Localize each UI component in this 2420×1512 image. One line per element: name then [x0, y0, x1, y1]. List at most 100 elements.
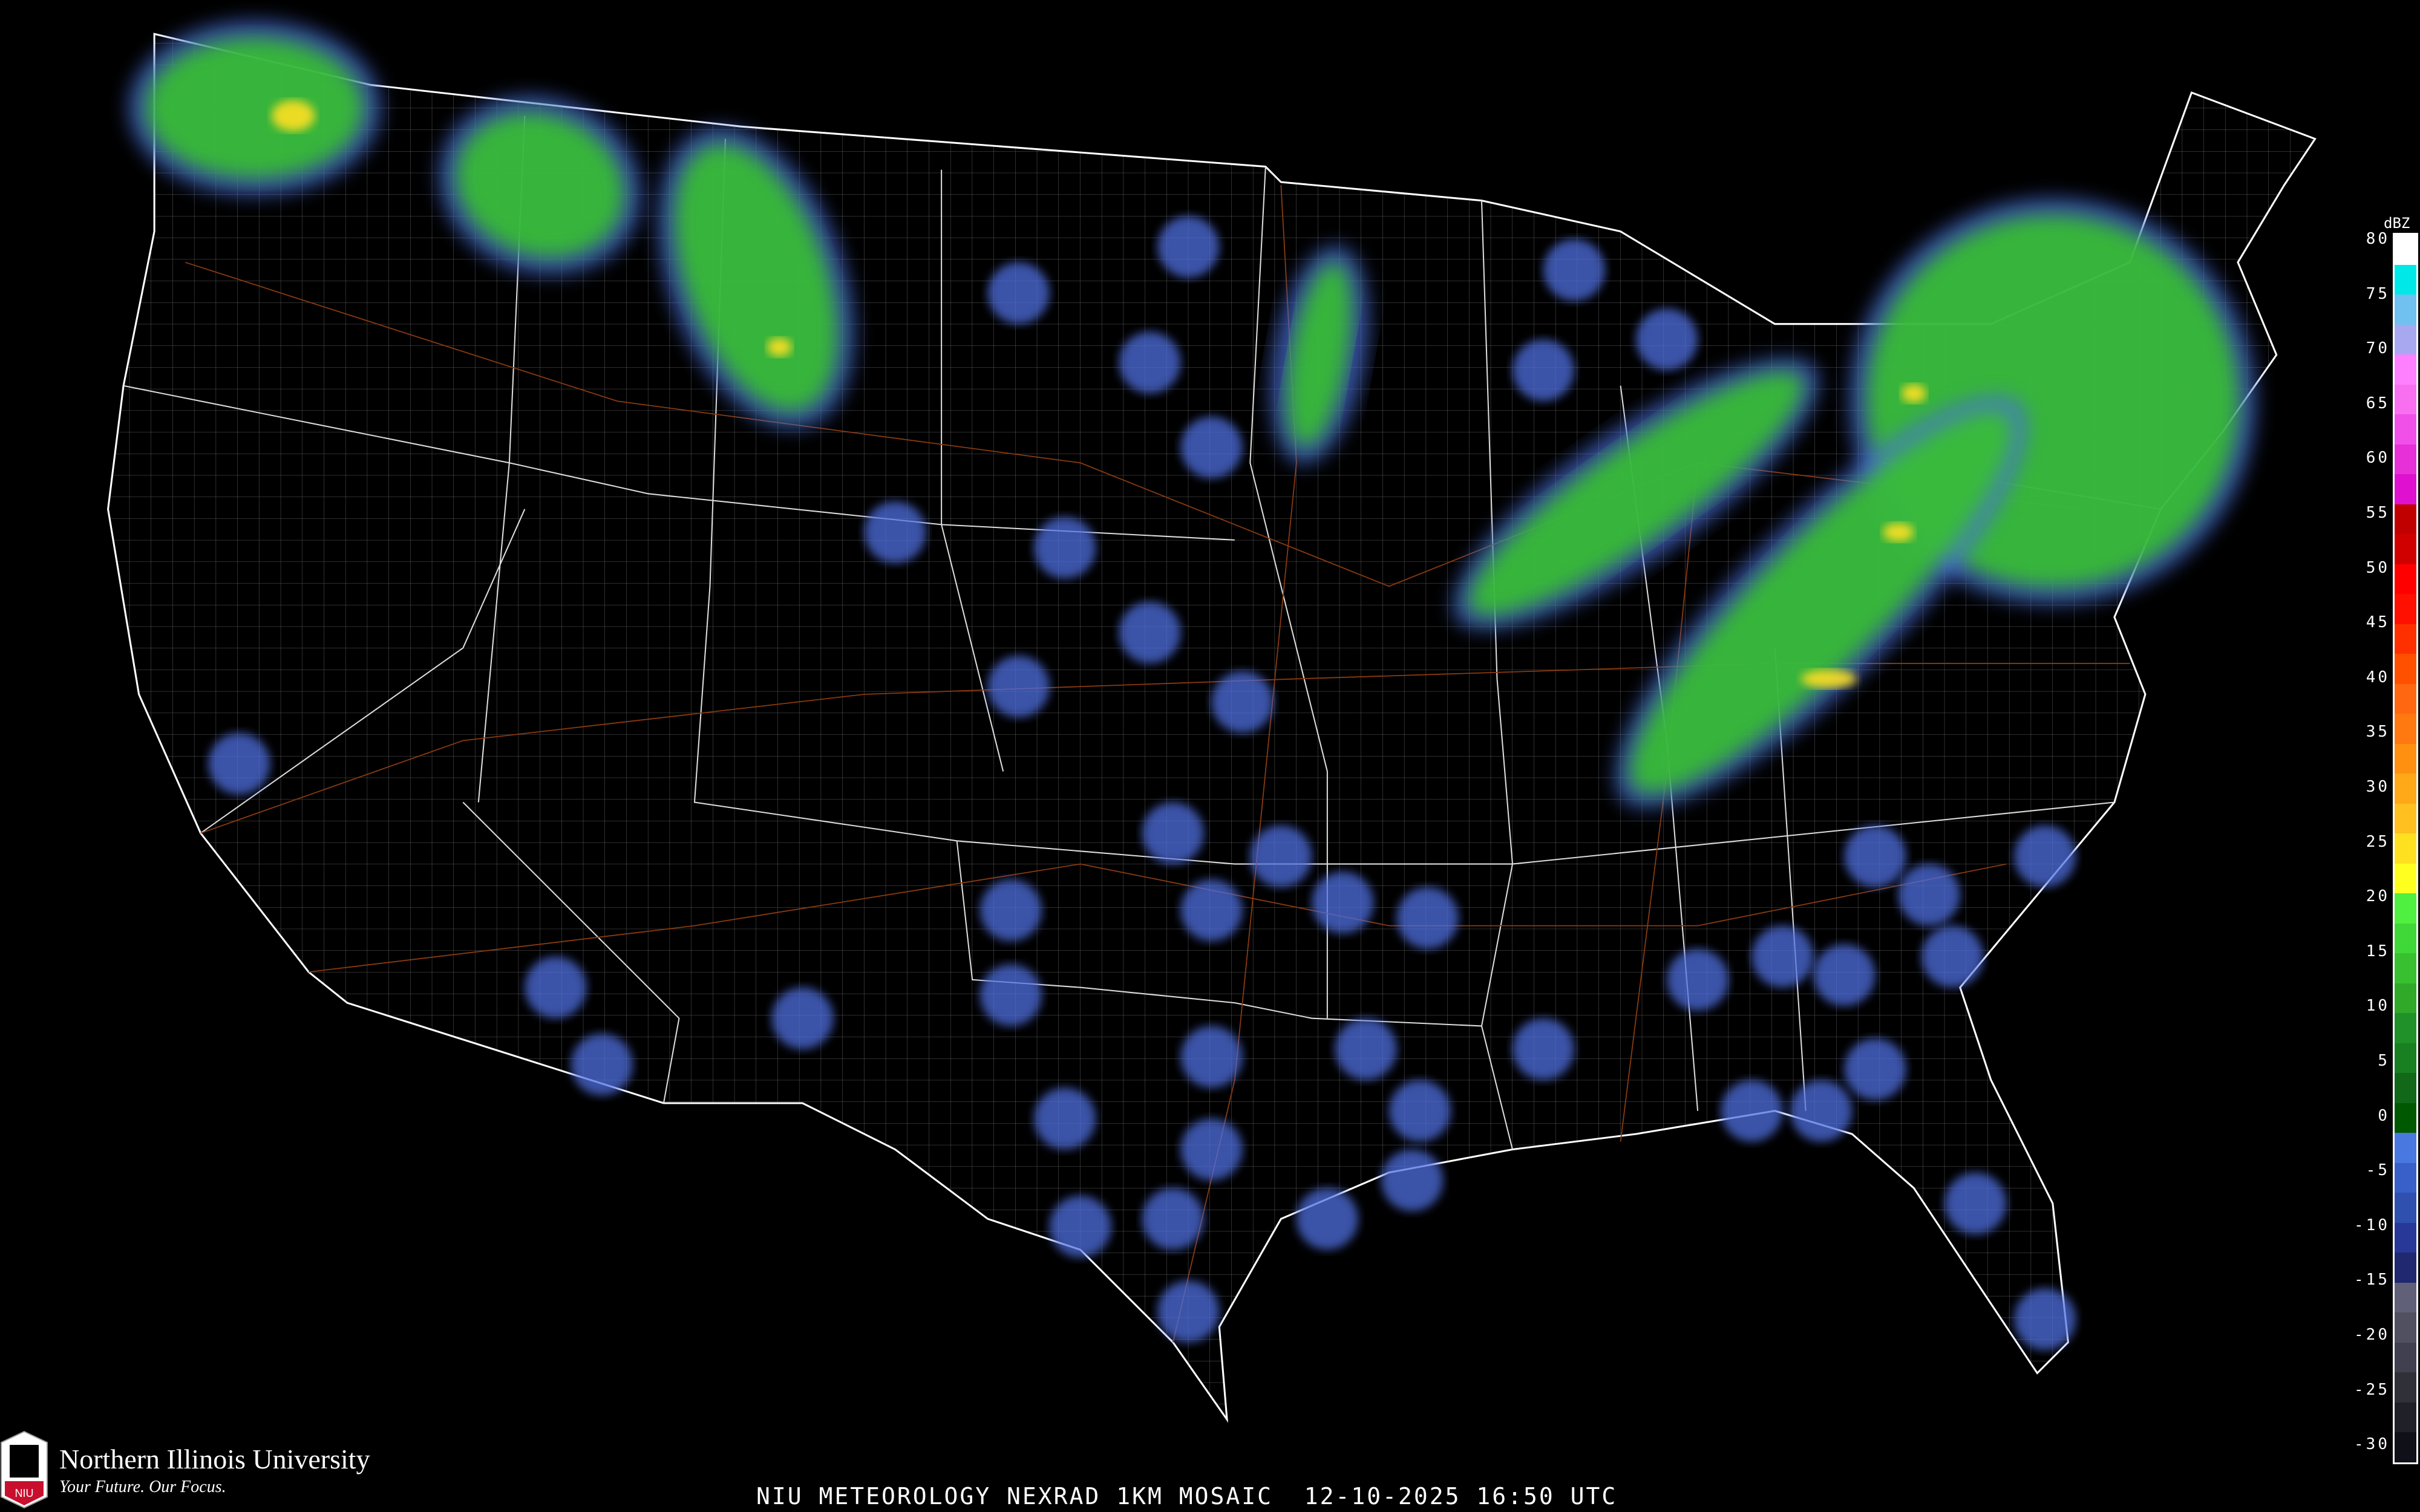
radar-echo: [1901, 384, 1926, 403]
radar-echo: [1049, 1196, 1111, 1258]
legend-tick: 50: [2366, 558, 2390, 577]
legend-band: [2395, 1222, 2416, 1253]
radar-echo: [1335, 1018, 1397, 1080]
radar-echo: [457, 114, 624, 257]
legend-band: [2395, 743, 2416, 774]
legend-tick: 10: [2366, 997, 2390, 1015]
radar-echo: [1180, 1118, 1243, 1181]
legend-tick: 55: [2366, 504, 2390, 522]
legend-band: [2395, 384, 2416, 414]
legend-tick: 5: [2378, 1052, 2390, 1070]
legend-band: [2395, 893, 2416, 924]
radar-echo: [1543, 239, 1606, 301]
legend-tick: 60: [2366, 449, 2390, 468]
radar-echoes: [128, 20, 2257, 1351]
legend-unit: dBZ: [2384, 215, 2410, 232]
radar-echo: [1512, 1018, 1575, 1080]
radar-echo: [571, 1034, 633, 1096]
legend-band: [2395, 564, 2416, 594]
legend-tick: -20: [2354, 1326, 2390, 1344]
radar-echo: [1119, 331, 1181, 394]
radar-echo: [1396, 887, 1459, 949]
legend-band: [2395, 1402, 2416, 1432]
legend-band: [2395, 1043, 2416, 1073]
legend-band: [2395, 295, 2416, 325]
radar-echo: [1388, 1080, 1451, 1142]
legend-band: [2395, 833, 2416, 864]
legend-band: [2395, 1253, 2416, 1283]
legend-tick: 45: [2366, 613, 2390, 632]
legend-band: [2395, 714, 2416, 744]
legend-tick: 15: [2366, 942, 2390, 960]
legend-tick: 0: [2378, 1106, 2390, 1125]
radar-echo: [1142, 1188, 1204, 1250]
radar-echo: [979, 964, 1042, 1026]
legend-tick: -5: [2366, 1161, 2390, 1180]
radar-echo: [1287, 263, 1352, 446]
radar-echo: [987, 262, 1050, 324]
legend-band: [2395, 953, 2416, 983]
radar-echo: [1034, 1087, 1096, 1150]
radar-echo: [1381, 1149, 1444, 1211]
legend-band: [2395, 1312, 2416, 1343]
radar-echo: [1180, 416, 1243, 478]
legend-band: [2395, 1073, 2416, 1103]
radar-echo: [1801, 670, 1857, 688]
radar-echo: [771, 987, 834, 1049]
legend-band: [2395, 654, 2416, 684]
radar-echo: [208, 732, 270, 795]
legend-band: [2395, 1432, 2416, 1462]
radar-echo: [1790, 1080, 1853, 1142]
legend-band: [2395, 1133, 2416, 1163]
legend-tick: 30: [2366, 778, 2390, 796]
radar-echo: [979, 879, 1042, 942]
radar-echo: [1469, 373, 1803, 615]
legend-band: [2395, 683, 2416, 714]
legend-band: [2395, 504, 2416, 534]
legend-tick: -25: [2354, 1380, 2390, 1399]
radar-echo: [1898, 864, 1960, 926]
legend-band: [2395, 1162, 2416, 1193]
legend-band: [2395, 474, 2416, 504]
legend-tick: 75: [2366, 284, 2390, 303]
legend-band: [2395, 803, 2416, 833]
legend-tick: 70: [2366, 339, 2390, 358]
radar-echo: [1211, 671, 1274, 733]
legend-tick: -10: [2354, 1216, 2390, 1234]
radar-echo: [1636, 308, 1698, 371]
radar-echo: [1180, 1026, 1243, 1088]
legend-tick: 25: [2366, 832, 2390, 851]
radar-echo: [987, 656, 1050, 718]
logo-badge: NIU: [15, 1487, 34, 1499]
legend-band: [2395, 534, 2416, 564]
radar-echo: [2014, 1288, 2076, 1351]
radar-echo: [1944, 1172, 2007, 1234]
legend-tick: -30: [2354, 1435, 2390, 1454]
radar-echo: [1296, 1188, 1358, 1250]
legend-tick: -15: [2354, 1271, 2390, 1289]
legend-tick: 80: [2366, 230, 2390, 248]
university-tagline: Your Future. Our Focus.: [59, 1477, 226, 1496]
legend-band: [2395, 594, 2416, 624]
legend-band: [2395, 1013, 2416, 1043]
radar-echo: [864, 501, 926, 564]
radar-echo: [1119, 601, 1181, 663]
legend-band: [2395, 354, 2416, 385]
legend-band: [2395, 414, 2416, 445]
radar-echo: [1921, 925, 1984, 988]
university-name: Northern Illinois University: [59, 1443, 370, 1475]
radar-echo: [1034, 516, 1096, 579]
legend-tick: 40: [2366, 668, 2390, 686]
legend-band: [2395, 444, 2416, 474]
niu-shield-icon: NIU: [0, 1430, 48, 1509]
map-title: NIU METEOROLOGY NEXRAD 1KM MOSAIC 12-10-…: [756, 1483, 1618, 1510]
legend-band: [2395, 264, 2416, 295]
radar-echo: [1883, 523, 1914, 542]
legend-band: [2395, 1342, 2416, 1372]
legend-band: [2395, 774, 2416, 804]
legend-band: [2395, 983, 2416, 1013]
radar-echo: [2014, 825, 2076, 887]
legend-band: [2395, 624, 2416, 654]
radar-echo: [1751, 925, 1814, 988]
